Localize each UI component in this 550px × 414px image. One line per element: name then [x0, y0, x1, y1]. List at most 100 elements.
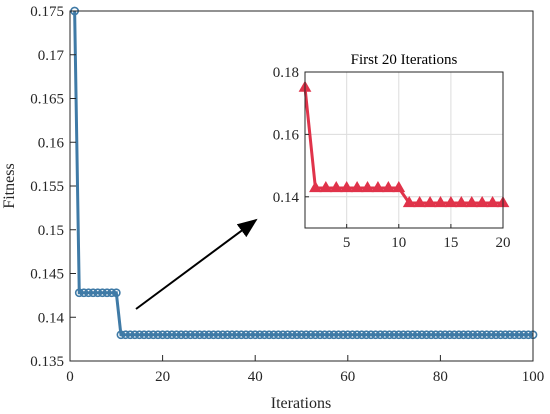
inset-data-point [381, 181, 395, 193]
main-data-point [209, 330, 218, 340]
main-data-point [116, 330, 126, 340]
main-data-point [371, 330, 380, 340]
main-data-point [357, 330, 367, 340]
main-data-point [468, 330, 478, 340]
main-data-point [385, 330, 394, 340]
inset-data-point [319, 181, 333, 193]
main-data-point [454, 330, 464, 340]
main-data-point [213, 330, 223, 340]
main-y-tick-label: 0.145 [30, 267, 64, 283]
main-data-point [218, 330, 228, 340]
main-data-point [324, 330, 334, 340]
main-data-point [88, 288, 98, 298]
main-data-point [435, 330, 445, 340]
main-data-point [297, 330, 306, 340]
main-data-point [135, 330, 144, 340]
main-y-tick-label: 0.15 [38, 223, 64, 239]
inset-data-point [486, 196, 499, 208]
main-data-point [315, 330, 325, 340]
inset-data-point [454, 196, 468, 208]
inset-data-point [392, 181, 406, 193]
inset-data-point [371, 181, 385, 193]
main-data-point [505, 330, 515, 340]
main-data-point [236, 330, 246, 340]
main-data-point [130, 330, 140, 340]
main-y-axis-ticks: 0.135 0.14 0.145 0.15 0.155 0.16 0.165 0.17 0.17… [30, 4, 76, 370]
main-data-point [250, 330, 260, 340]
main-data-point [510, 330, 519, 340]
main-data-point [172, 330, 181, 340]
inset-data-point [309, 181, 322, 193]
inset-title: First 20 Iterations [351, 52, 458, 68]
main-series-line-layer [73, 10, 533, 337]
zoom-arrow [135, 218, 258, 310]
main-data-point [176, 330, 186, 340]
main-y-tick-label: 0.17 [38, 48, 65, 64]
main-data-point [449, 330, 459, 340]
main-data-point [486, 330, 496, 340]
main-data-point [389, 330, 399, 340]
main-data-point [361, 330, 371, 340]
main-data-point [74, 288, 84, 298]
main-data-point [167, 330, 177, 340]
main-y-tick-label: 0.14 [38, 310, 65, 326]
main-plot: 0 20 40 60 80 100 0.1350.140.1450.150.1550.16… [1, 4, 544, 412]
main-x-axis-ticks: 0 20 40 60 80 100 [66, 355, 544, 385]
main-data-point [195, 330, 205, 340]
main-data-point [273, 330, 283, 340]
main-data-point [185, 330, 195, 340]
main-y-tick-label: 0.165 [30, 92, 64, 108]
main-data-point [79, 288, 89, 298]
main-data-point [523, 330, 533, 340]
main-data-point [380, 330, 390, 340]
main-data-point [412, 330, 422, 340]
main-data-point [241, 330, 251, 340]
main-data-point [431, 330, 441, 340]
main-x-tick-label: 20 [155, 369, 170, 385]
main-data-point [190, 330, 200, 340]
main-x-tick-label: 100 [522, 369, 545, 385]
main-data-point [408, 330, 418, 340]
main-data-point [394, 330, 404, 340]
main-data-point [519, 330, 529, 340]
main-data-point [338, 330, 348, 340]
inset-y-tick-label: 0.14 [273, 190, 300, 206]
inset-data-point [402, 196, 416, 208]
main-data-point [514, 330, 524, 340]
main-data-point [287, 330, 297, 340]
main-data-point [496, 330, 505, 340]
main-data-point [375, 330, 385, 340]
main-data-point [125, 330, 135, 340]
main-data-point [139, 330, 149, 340]
main-data-point [440, 330, 450, 340]
main-data-point [84, 288, 93, 298]
inset-plot: 5 10 15 20 0.14 0.16 0.18 First 20 Iterations [273, 52, 511, 251]
inset-data-point [340, 181, 354, 193]
main-data-point [98, 288, 107, 298]
inset-data-point [434, 196, 447, 208]
inset-x-tick-label: 15 [443, 235, 458, 251]
main-data-point [417, 330, 427, 340]
main-data-point [162, 330, 172, 340]
inset-x-tick-label: 20 [496, 235, 511, 251]
main-x-tick-label: 0 [66, 369, 74, 385]
inset-data-point [350, 181, 364, 193]
main-data-point [329, 330, 339, 340]
main-data-point [260, 330, 269, 340]
inset-x-axis-ticks: 5 10 15 20 [343, 224, 511, 251]
main-data-point [352, 330, 362, 340]
main-data-point [255, 330, 265, 340]
main-data-point [426, 330, 436, 340]
main-data-point [334, 330, 343, 340]
inset-plot-frame [304, 71, 504, 229]
main-data-point [158, 330, 167, 340]
inset-y-axis-ticks: 0.14 0.16 0.18 [273, 65, 309, 206]
main-data-point [227, 330, 237, 340]
main-y-tick-label: 0.175 [30, 4, 64, 20]
inset-data-point [465, 196, 479, 208]
main-data-point [500, 330, 510, 340]
inset-data-point [444, 196, 458, 208]
main-data-point [269, 330, 279, 340]
main-data-point [93, 288, 103, 298]
main-data-point [463, 330, 473, 340]
